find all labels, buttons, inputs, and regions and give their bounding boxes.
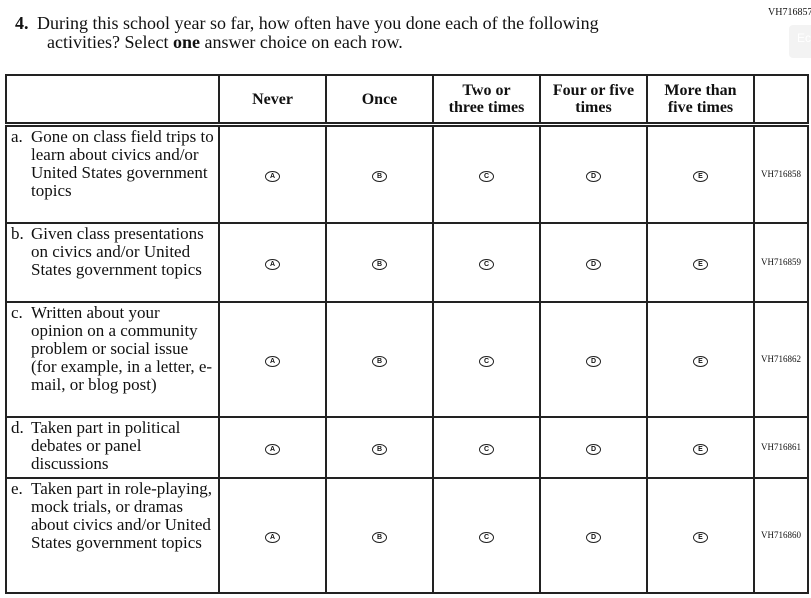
row-text: Given class presentations on civics and/… xyxy=(31,223,204,279)
row-text: Taken part in role-playing, mock trials,… xyxy=(31,478,213,552)
answer-bubble-b[interactable]: B xyxy=(372,532,387,543)
option-cell: C xyxy=(432,300,541,418)
answer-bubble-b[interactable]: B xyxy=(372,356,387,367)
column-header: Two or three times xyxy=(432,74,541,126)
answer-bubble-e[interactable]: E xyxy=(693,259,708,270)
option-cell: D xyxy=(539,415,648,479)
option-cell: B xyxy=(325,123,434,224)
answer-bubble-b[interactable]: B xyxy=(372,171,387,183)
option-cell: D xyxy=(539,123,648,224)
item-code: VH716861 xyxy=(753,415,809,479)
answer-bubble-a[interactable]: A xyxy=(265,532,280,543)
table-row: e. Taken part in role-playing, mock trial… xyxy=(5,476,809,594)
option-cell: A xyxy=(218,476,327,594)
header-blank xyxy=(5,74,220,126)
item-code: VH716858 xyxy=(753,123,809,224)
column-header: Four or five times xyxy=(539,74,648,126)
option-cell: C xyxy=(432,476,541,594)
answer-bubble-c[interactable]: C xyxy=(479,444,494,455)
option-cell: B xyxy=(325,415,434,479)
option-cell: D xyxy=(539,221,648,303)
question-number: 4. xyxy=(15,13,29,33)
option-cell: C xyxy=(432,221,541,303)
option-cell: A xyxy=(218,221,327,303)
column-header: Once xyxy=(325,74,434,126)
response-grid: Never Once Two or three times Four or five ti… xyxy=(5,74,809,594)
option-cell: E xyxy=(646,300,755,418)
answer-bubble-d[interactable]: D xyxy=(586,356,601,367)
answer-bubble-a[interactable]: A xyxy=(265,444,280,455)
row-letter: e. xyxy=(11,478,23,498)
option-cell: E xyxy=(646,123,755,224)
answer-bubble-a[interactable]: A xyxy=(265,171,280,183)
overlay-button[interactable]: Ec xyxy=(789,25,811,58)
row-text: Taken part in political debates or panel… xyxy=(31,417,181,473)
answer-bubble-c[interactable]: C xyxy=(479,259,494,270)
answer-bubble-e[interactable]: E xyxy=(693,444,708,455)
answer-bubble-e[interactable]: E xyxy=(693,532,708,543)
row-text: Written about your opinion on a communit… xyxy=(31,302,213,394)
answer-bubble-b[interactable]: B xyxy=(372,444,387,455)
answer-bubble-d[interactable]: D xyxy=(586,171,601,183)
row-label: b. Given class presentations on civics an… xyxy=(5,221,220,303)
header-code xyxy=(753,74,809,126)
table-row: c. Written about your opinion on a commun… xyxy=(5,300,809,418)
option-cell: E xyxy=(646,476,755,594)
option-cell: D xyxy=(539,300,648,418)
column-header: Never xyxy=(218,74,327,126)
answer-bubble-e[interactable]: E xyxy=(693,356,708,367)
answer-bubble-c[interactable]: C xyxy=(479,171,494,183)
row-letter: b. xyxy=(11,223,24,243)
row-label: a. Gone on class field trips to learn abo… xyxy=(5,123,220,224)
option-cell: A xyxy=(218,415,327,479)
row-label: c. Written about your opinion on a commun… xyxy=(5,300,220,418)
answer-bubble-d[interactable]: D xyxy=(586,532,601,543)
option-cell: B xyxy=(325,221,434,303)
row-label: e. Taken part in role-playing, mock trial… xyxy=(5,476,220,594)
row-letter: a. xyxy=(11,127,23,146)
option-cell: C xyxy=(432,415,541,479)
answer-bubble-a[interactable]: A xyxy=(265,356,280,367)
option-cell: E xyxy=(646,415,755,479)
option-cell: E xyxy=(646,221,755,303)
option-cell: B xyxy=(325,476,434,594)
option-cell: B xyxy=(325,300,434,418)
table-row: d. Taken part in political debates or pan… xyxy=(5,415,809,479)
answer-bubble-a[interactable]: A xyxy=(265,259,280,270)
table-row: b. Given class presentations on civics an… xyxy=(5,221,809,303)
answer-bubble-c[interactable]: C xyxy=(479,356,494,367)
row-label: d. Taken part in political debates or pan… xyxy=(5,415,220,479)
option-cell: A xyxy=(218,300,327,418)
row-letter: c. xyxy=(11,302,23,322)
table-row: a. Gone on class field trips to learn abo… xyxy=(5,123,809,224)
option-cell: C xyxy=(432,123,541,224)
answer-bubble-d[interactable]: D xyxy=(586,444,601,455)
answer-bubble-c[interactable]: C xyxy=(479,532,494,543)
item-code: VH716862 xyxy=(753,300,809,418)
question-id: VH716857 xyxy=(768,7,811,18)
answer-bubble-d[interactable]: D xyxy=(586,259,601,270)
option-cell: D xyxy=(539,476,648,594)
row-text: Gone on class field trips to learn about… xyxy=(31,127,214,200)
answer-bubble-e[interactable]: E xyxy=(693,171,708,183)
row-letter: d. xyxy=(11,417,24,437)
column-header: More than five times xyxy=(646,74,755,126)
item-code: VH716860 xyxy=(753,476,809,594)
question-text: 4. During this school year so far, how of… xyxy=(15,13,599,52)
option-cell: A xyxy=(218,123,327,224)
item-code: VH716859 xyxy=(753,221,809,303)
answer-bubble-b[interactable]: B xyxy=(372,259,387,270)
